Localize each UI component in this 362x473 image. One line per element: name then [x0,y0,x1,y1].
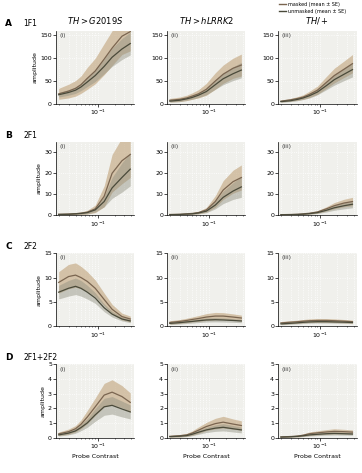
Y-axis label: amplitude: amplitude [40,385,45,417]
Text: (iii): (iii) [282,144,291,149]
Text: (ii): (ii) [171,255,178,260]
Legend: masked (mean ± SE), unmasked (mean ± SE): masked (mean ± SE), unmasked (mean ± SE) [277,0,348,16]
Text: 2F1+2F2: 2F1+2F2 [24,353,58,362]
Text: (iii): (iii) [282,33,291,38]
Text: 2F1: 2F1 [24,131,37,140]
X-axis label: Probe Contrast: Probe Contrast [294,454,341,459]
Text: (i): (i) [59,144,66,149]
Text: (i): (i) [59,33,66,38]
Text: (ii): (ii) [171,144,178,149]
Text: A: A [5,19,12,28]
Text: $\mathit{TH{>}hLRRK2}$: $\mathit{TH{>}hLRRK2}$ [179,15,234,26]
Text: (ii): (ii) [171,33,178,38]
Text: (i): (i) [59,367,66,372]
Y-axis label: amplitude: amplitude [37,274,41,306]
Text: (iii): (iii) [282,255,291,260]
Y-axis label: amplitude: amplitude [33,52,38,83]
Text: C: C [5,242,12,251]
Text: (ii): (ii) [171,367,178,372]
Text: 1F1: 1F1 [24,19,37,28]
Text: B: B [5,131,12,140]
Text: D: D [5,353,13,362]
Text: (iii): (iii) [282,367,291,372]
Text: $\mathit{TH{>}G2019S}$: $\mathit{TH{>}G2019S}$ [67,15,123,26]
Y-axis label: amplitude: amplitude [36,163,41,194]
X-axis label: Probe Contrast: Probe Contrast [183,454,230,459]
Text: (i): (i) [59,255,66,260]
X-axis label: Probe Contrast: Probe Contrast [72,454,119,459]
Text: $\mathit{TH/+}$: $\mathit{TH/+}$ [306,15,329,26]
Text: 2F2: 2F2 [24,242,37,251]
